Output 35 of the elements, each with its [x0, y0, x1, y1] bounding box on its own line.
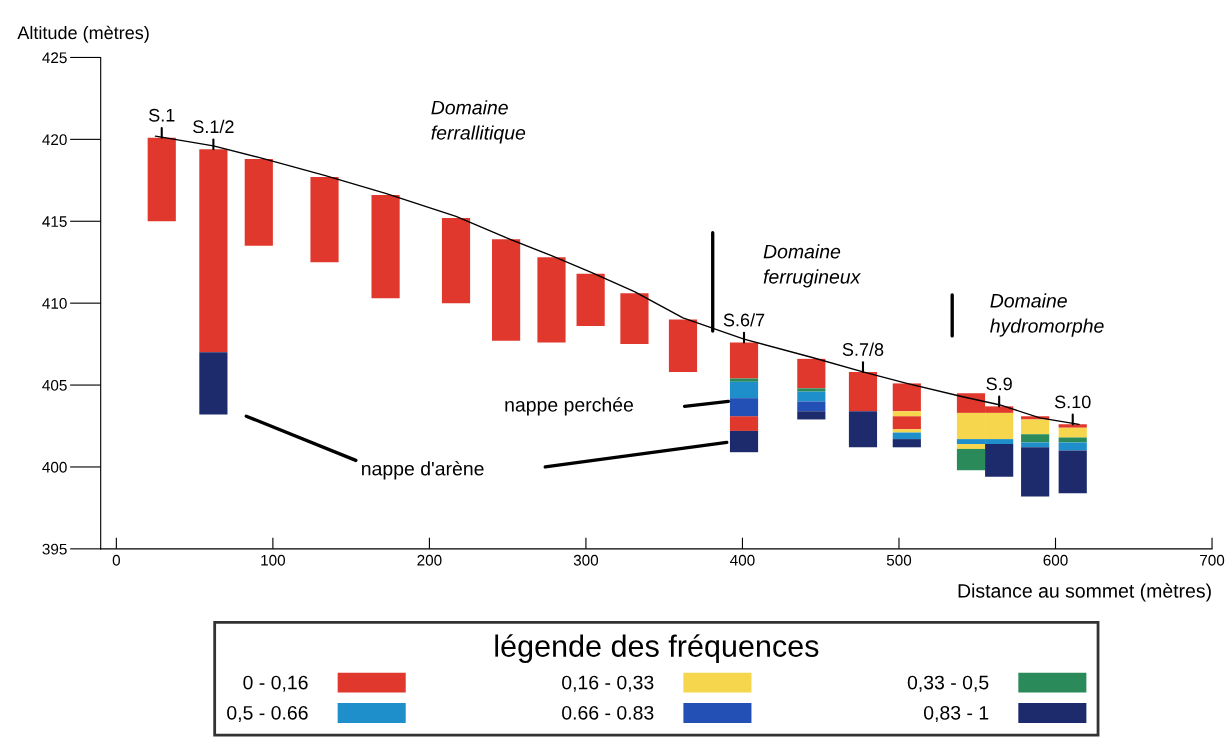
annotation: S.1: [149, 108, 175, 122]
y-tick-label: 395: [42, 543, 67, 555]
y-tick-label: 410: [42, 298, 67, 309]
annotation: S.9: [986, 377, 1012, 391]
annotation: S.1/2: [193, 119, 234, 134]
x-tick-label: 600: [1043, 554, 1068, 566]
annotation: nappe perchée: [505, 397, 633, 416]
y-tick-label: 420: [42, 134, 67, 146]
annotation: nappe d'arène: [362, 461, 484, 480]
annotation: S.6/7: [723, 313, 765, 327]
x-tick-label: 700: [1200, 554, 1225, 566]
x-tick-label: 100: [261, 554, 286, 566]
x-tick-label: 0: [112, 554, 120, 566]
y-tick-label: 425: [42, 52, 67, 64]
x-axis-title: Distance au sommet (mètres): [958, 583, 1211, 602]
y-axis-title: Altitude (mètres): [17, 25, 149, 43]
legend-label: 0,16 - 0,33: [562, 675, 654, 692]
y-tick-label: 400: [42, 461, 67, 473]
annotation: S.10: [1054, 395, 1091, 409]
annotation: Domaine hydromorphe: [990, 293, 1104, 337]
x-tick-label: 400: [730, 554, 755, 566]
x-tick-label: 200: [417, 554, 442, 566]
x-tick-label: 500: [886, 554, 912, 566]
annotation: Domaine ferrugineux: [763, 244, 861, 288]
legend-title: légende des fréquences: [495, 634, 819, 663]
legend-label: 0 - 0,16: [243, 675, 308, 692]
annotation: S.7/8: [842, 342, 884, 356]
legend-label: 0,83 - 1: [923, 705, 989, 722]
legend-label: 0.66 - 0.83: [562, 705, 654, 720]
annotation: Domaine ferrallitique: [431, 100, 526, 144]
y-tick-label: 405: [42, 379, 67, 391]
legend-label: 0,5 - 0.66: [227, 705, 308, 722]
legend-label: 0,33 - 0,5: [907, 675, 989, 692]
y-tick-label: 415: [42, 216, 67, 227]
x-tick-label: 300: [573, 554, 599, 566]
